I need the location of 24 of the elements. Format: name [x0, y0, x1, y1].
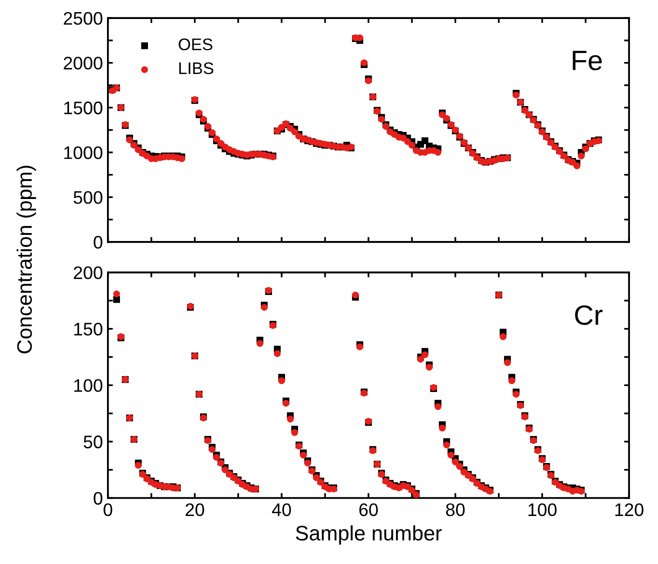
y-tick-label: 50 [84, 436, 102, 448]
x-tick-label: 60 [359, 503, 378, 516]
y-tick-label: 1500 [64, 102, 102, 114]
x-tick-label: 100 [528, 503, 557, 516]
x-tick-label: 20 [186, 503, 204, 516]
y-tick-label: 100 [74, 379, 102, 392]
y-tick-label: 200 [74, 266, 102, 280]
annotation: Cr [575, 305, 603, 325]
x-tick-label: 80 [446, 503, 465, 516]
y-tick-label: 0 [94, 236, 102, 249]
x-tick-label: 40 [272, 503, 291, 516]
y-tick-label: 0 [94, 492, 102, 505]
x-tick-label: 0 [104, 503, 112, 516]
legend-label: OES [178, 38, 212, 50]
y-tick-label: 500 [74, 191, 102, 204]
y-tick-label: 2500 [64, 12, 102, 25]
x-tick-label: 120 [615, 503, 644, 516]
y-axis-title: Concentration (ppm) [16, 166, 36, 354]
y-tick-label: 1000 [64, 146, 102, 160]
annotation: Fe [572, 50, 602, 70]
y-tick-label: 2000 [64, 56, 102, 70]
x-axis-title: Sample number [296, 525, 442, 545]
y-tick-label: 150 [74, 322, 102, 336]
legend-label: LIBS [179, 62, 214, 74]
